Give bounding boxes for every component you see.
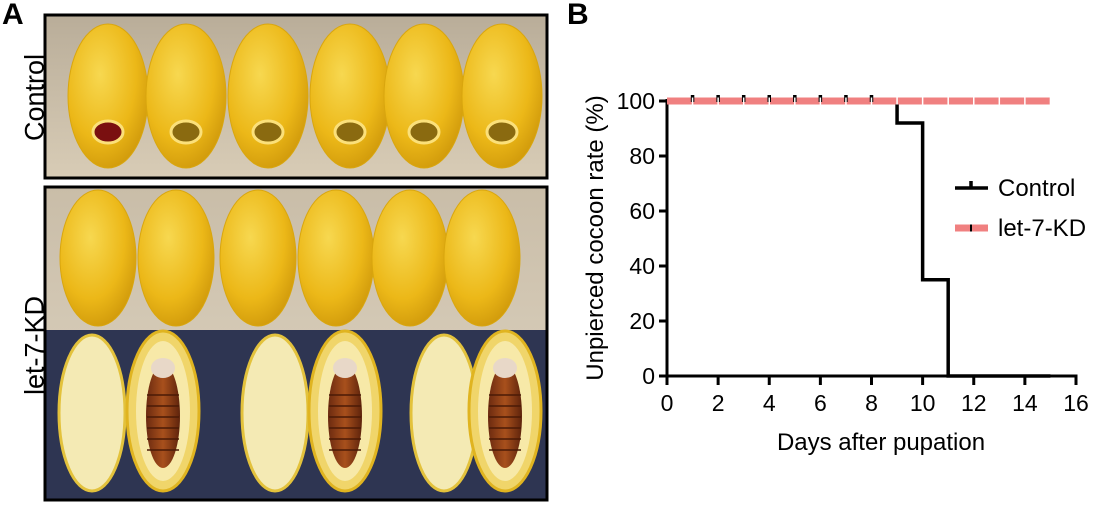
x-tick-label: 6 xyxy=(814,390,827,416)
legend-label-kd: let-7-KD xyxy=(998,215,1086,242)
kd-cocoon xyxy=(371,189,449,327)
control-cocoon xyxy=(461,23,543,169)
survival-chart: 0 20 40 60 80 100 0 2 4 6 8 10 12 14 16 Control let-7-K… xyxy=(582,88,1089,456)
y-tick-label: 100 xyxy=(617,88,655,114)
y-tick-label: 0 xyxy=(642,363,655,389)
panel-letter-a: A xyxy=(2,0,24,31)
x-tick-label: 14 xyxy=(1012,390,1038,416)
x-tick-label: 12 xyxy=(961,390,987,416)
photo-panel: Control let-7-KD xyxy=(20,13,549,502)
cut-cocoon-pair xyxy=(409,329,543,493)
panel-letter-b: B xyxy=(567,0,589,31)
kd-cocoon xyxy=(59,189,137,327)
cut-cocoon-pair xyxy=(240,329,383,493)
kd-cocoon xyxy=(443,189,521,327)
x-tick-label: 10 xyxy=(910,390,936,416)
y-axis-title: Unpierced cocoon rate (%) xyxy=(582,95,609,380)
kd-cocoon xyxy=(297,189,375,327)
y-tick-label: 80 xyxy=(629,143,655,169)
x-axis-title: Days after pupation xyxy=(777,429,985,456)
x-tick-label: 4 xyxy=(763,390,776,416)
x-tick-label: 16 xyxy=(1063,390,1089,416)
kd-photo xyxy=(43,185,549,502)
control-photo xyxy=(43,13,549,180)
control-cocoon xyxy=(309,23,391,169)
cut-cocoon-pair xyxy=(57,329,201,493)
kd-cocoon xyxy=(219,189,297,327)
legend-label-control: Control xyxy=(998,175,1075,202)
control-cocoon xyxy=(67,23,149,169)
x-tick-label: 8 xyxy=(865,390,878,416)
control-cocoon xyxy=(145,23,227,169)
y-tick-label: 40 xyxy=(629,253,655,279)
x-tick-label: 0 xyxy=(661,390,674,416)
kd-cocoon xyxy=(137,189,215,327)
y-tick-label: 60 xyxy=(629,198,655,224)
control-cocoon xyxy=(227,23,309,169)
x-tick-label: 2 xyxy=(712,390,725,416)
y-tick-label: 20 xyxy=(629,308,655,334)
control-series-line xyxy=(667,99,1051,378)
photo-illustration xyxy=(43,13,549,502)
chart-panel: 0 20 40 60 80 100 0 2 4 6 8 10 12 14 16 Control let-7-K… xyxy=(560,0,1108,504)
control-cocoon xyxy=(383,23,465,169)
